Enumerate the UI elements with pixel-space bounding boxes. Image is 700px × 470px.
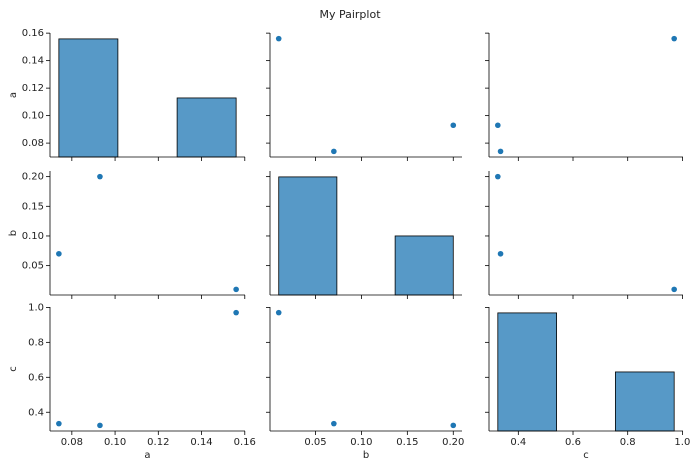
x-tick-label: 1.0 (674, 437, 690, 448)
hist-bar (58, 38, 119, 158)
scatter-point (56, 250, 62, 257)
x-tick-label: 0.05 (304, 437, 326, 448)
x-tick-label: 0.12 (147, 437, 169, 448)
x-axis-label: c (583, 450, 589, 461)
x-tick-label: 0.10 (104, 437, 126, 448)
scatter-point (233, 309, 239, 316)
scatter-point (56, 420, 62, 427)
x-tick-label: 0.14 (190, 437, 212, 448)
y-tick-label: 0.08 (22, 138, 44, 149)
y-tick-label: 0.6 (28, 372, 44, 383)
y-axis-label: a (8, 92, 19, 98)
hist-bar (497, 312, 558, 432)
y-tick-label: 0.05 (22, 261, 44, 272)
x-tick-label: 0.16 (234, 437, 256, 448)
hist-bar (614, 371, 675, 432)
scatter-point (97, 173, 103, 180)
x-tick-label: 0.8 (620, 437, 636, 448)
y-tick-label: 0.14 (22, 56, 44, 67)
x-tick-label: 0.4 (510, 437, 526, 448)
y-axis-label: b (8, 230, 19, 236)
hist-bar (394, 235, 454, 296)
scatter-point (331, 420, 337, 427)
y-tick-label: 0.12 (22, 83, 44, 94)
x-axis-label: b (363, 450, 369, 461)
x-tick-label: 0.15 (396, 437, 418, 448)
x-tick-label: 0.6 (565, 437, 581, 448)
scatter-point (495, 173, 501, 180)
y-tick-label: 0.10 (22, 231, 44, 242)
scatter-point (331, 148, 337, 155)
y-tick-label: 1.0 (28, 302, 44, 313)
scatter-point (450, 122, 457, 129)
x-tick-label: 0.10 (350, 437, 372, 448)
scatter-point (671, 286, 677, 293)
scatter-point (97, 422, 103, 429)
y-tick-label: 0.8 (28, 337, 44, 348)
y-tick-label: 0.15 (22, 201, 44, 212)
scatter-point (275, 35, 282, 42)
x-tick-label: 0.20 (442, 437, 464, 448)
hist-bar (278, 176, 338, 296)
scatter-point (450, 422, 457, 429)
y-tick-label: 0.16 (22, 28, 44, 39)
scatter-point (233, 286, 239, 293)
hist-bar (176, 97, 237, 158)
y-tick-label: 0.20 (22, 172, 44, 183)
scatter-point (495, 122, 501, 129)
scatter-point (497, 148, 504, 155)
scatter-point (275, 309, 282, 316)
y-tick-label: 0.4 (28, 407, 44, 418)
x-tick-label: 0.08 (61, 437, 83, 448)
scatter-point (497, 250, 504, 257)
y-axis-label: c (8, 366, 19, 372)
chart-title: My Pairplot (319, 8, 381, 21)
y-tick-label: 0.10 (22, 111, 44, 122)
x-axis-label: a (144, 450, 150, 461)
scatter-point (671, 35, 677, 42)
